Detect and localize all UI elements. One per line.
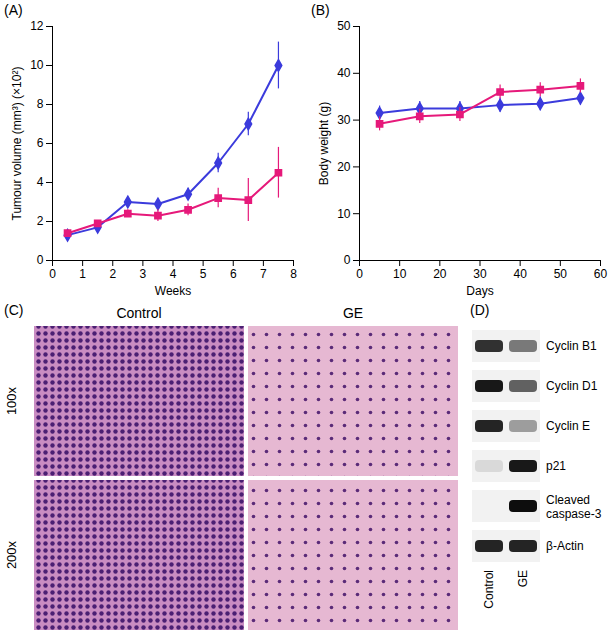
svg-text:Control: Control: [482, 570, 496, 609]
svg-text:Cyclin D1: Cyclin D1: [546, 379, 598, 393]
svg-text:4: 4: [37, 175, 44, 189]
svg-text:Cleavedcaspase-3: Cleavedcaspase-3: [546, 493, 602, 521]
html-text:(C): (C): [4, 302, 24, 318]
svg-text:1: 1: [79, 267, 86, 281]
svg-text:50: 50: [337, 19, 351, 33]
html-text:(D): (D): [470, 302, 490, 318]
html-text:(B): (B): [311, 2, 330, 18]
svg-text:100x: 100x: [4, 386, 19, 415]
svg-text:β-Actin: β-Actin: [546, 539, 584, 553]
svg-text:0: 0: [356, 267, 363, 281]
svg-text:8: 8: [37, 97, 44, 111]
svg-text:10: 10: [337, 207, 351, 221]
svg-text:Control: Control: [116, 305, 161, 321]
svg-text:3: 3: [140, 267, 147, 281]
svg-text:60: 60: [594, 267, 608, 281]
svg-text:7: 7: [260, 267, 267, 281]
svg-text:12: 12: [30, 19, 44, 33]
svg-text:Cyclin E: Cyclin E: [546, 419, 590, 433]
svg-text:200x: 200x: [4, 540, 19, 569]
svg-text:0: 0: [344, 253, 351, 267]
svg-text:30: 30: [473, 267, 487, 281]
svg-text:0: 0: [37, 253, 44, 267]
svg-text:10: 10: [393, 267, 407, 281]
svg-text:2: 2: [109, 267, 116, 281]
svg-text:6: 6: [37, 136, 44, 150]
svg-text:Tumour volume (mm³) (×10²): Tumour volume (mm³) (×10²): [10, 67, 24, 221]
svg-text:40: 40: [513, 267, 527, 281]
svg-text:Body weight (g): Body weight (g): [317, 102, 331, 185]
svg-text:40: 40: [337, 66, 351, 80]
svg-text:Cyclin B1: Cyclin B1: [546, 339, 597, 353]
svg-text:2: 2: [37, 214, 44, 228]
svg-text:GE: GE: [343, 305, 363, 321]
svg-text:Weeks: Weeks: [155, 284, 191, 298]
svg-text:Days: Days: [466, 284, 493, 298]
svg-text:4: 4: [170, 267, 177, 281]
svg-text:30: 30: [337, 113, 351, 127]
svg-text:GE: GE: [516, 570, 530, 587]
svg-text:50: 50: [554, 267, 568, 281]
svg-text:8: 8: [290, 267, 297, 281]
svg-text:0: 0: [49, 267, 56, 281]
svg-text:p21: p21: [546, 459, 566, 473]
svg-text:20: 20: [433, 267, 447, 281]
svg-text:6: 6: [230, 267, 237, 281]
html-text:(A): (A): [4, 2, 23, 18]
svg-text:10: 10: [30, 58, 44, 72]
svg-text:20: 20: [337, 160, 351, 174]
svg-text:5: 5: [200, 267, 207, 281]
